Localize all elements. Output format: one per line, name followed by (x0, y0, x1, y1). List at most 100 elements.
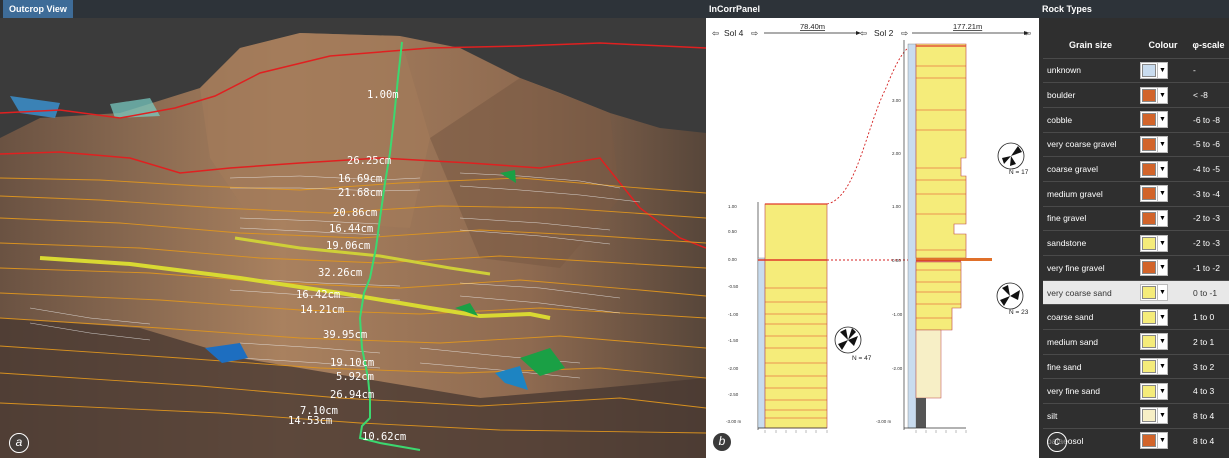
measurement-label: 5.92cm (336, 371, 374, 383)
stratigraphic-log-sol2[interactable]: 3.00 2.00 1.00 0.00 -1.00 -2.00 -3.00 m (876, 40, 1029, 433)
correlation-canvas[interactable]: ⇦ Sol 4 ⇨ ⇦ Sol 2 ⇨ ⇦ 78.40m 177.21m 1.0… (706, 18, 1039, 458)
chevron-down-icon[interactable]: ▼ (1157, 87, 1167, 103)
colour-picker[interactable]: ▼ (1140, 308, 1168, 326)
chevron-down-icon[interactable]: ▼ (1157, 161, 1167, 177)
chevron-down-icon[interactable]: ▼ (1157, 433, 1167, 449)
phi-scale-value: 1 to 0 (1188, 304, 1229, 330)
colour-picker[interactable]: ▼ (1140, 111, 1168, 129)
colour-picker[interactable]: ▼ (1140, 160, 1168, 178)
rock-type-row[interactable]: cobble ▼ -6 to -8 (1043, 106, 1229, 133)
colour-picker[interactable]: ▼ (1140, 234, 1168, 252)
colour-picker[interactable]: ▼ (1140, 259, 1168, 277)
outcrop-3d-viewport[interactable]: 1.00m 26.25cm 16.69cm 21.68cm 20.86cm 16… (0, 18, 706, 458)
chevron-down-icon[interactable]: ▼ (1157, 383, 1167, 399)
phi-scale-value: -3 to -4 (1188, 180, 1229, 207)
colour-swatch[interactable] (1142, 187, 1156, 201)
tick-label: -3.00 m (726, 419, 742, 424)
colour-picker[interactable]: ▼ (1140, 135, 1168, 153)
colour-swatch[interactable] (1142, 113, 1156, 127)
colour-picker[interactable]: ▼ (1140, 185, 1168, 203)
chevron-down-icon[interactable]: ▼ (1157, 62, 1167, 78)
chevron-down-icon[interactable]: ▼ (1157, 408, 1167, 424)
colour-picker[interactable]: ▼ (1140, 284, 1168, 302)
arrow-right-icon[interactable]: ⇨ (901, 28, 909, 38)
colour-picker[interactable]: ▼ (1140, 358, 1168, 376)
colour-swatch[interactable] (1142, 261, 1156, 275)
chevron-down-icon[interactable]: ▼ (1157, 136, 1167, 152)
rock-type-row[interactable]: palaeosol▼8 to 4 (1043, 427, 1229, 453)
colour-swatch[interactable] (1142, 63, 1156, 77)
rock-type-name: very coarse sand (1043, 279, 1138, 305)
chevron-down-icon[interactable]: ▼ (1157, 359, 1167, 375)
colour-swatch[interactable] (1142, 137, 1156, 151)
outcrop-view-tab[interactable]: Outcrop View (3, 0, 73, 18)
colour-swatch[interactable] (1142, 236, 1156, 250)
measurement-label: 20.86cm (333, 207, 377, 219)
log-measurement-path[interactable] (358, 41, 421, 451)
tick-label: -2.50 (728, 392, 739, 397)
chevron-down-icon[interactable]: ▼ (1157, 309, 1167, 325)
colour-picker[interactable]: ▼ (1140, 407, 1168, 425)
chevron-down-icon[interactable]: ▼ (1157, 285, 1167, 301)
colour-picker[interactable]: ▼ (1140, 86, 1168, 104)
chevron-down-icon[interactable]: ▼ (1157, 334, 1167, 350)
tick-label: 0.50 (728, 229, 737, 234)
measurement-label: 16.44cm (329, 223, 373, 235)
tick-label: -0.50 (728, 284, 739, 289)
colour-picker[interactable]: ▼ (1140, 209, 1168, 227)
highlighted-bedding-surface[interactable] (39, 256, 551, 320)
colour-swatch[interactable] (1142, 409, 1156, 423)
rock-type-row[interactable]: coarse sand ▼ 1 to 0 (1043, 304, 1229, 330)
rock-type-row[interactable]: very coarse gravel ▼ -5 to -6 (1043, 131, 1229, 157)
correlation-panel[interactable]: InCorrPanel ⇦ Sol 4 ⇨ ⇦ Sol 2 ⇨ ⇦ 78.40m… (706, 0, 1039, 458)
chevron-down-icon[interactable]: ▼ (1157, 210, 1167, 226)
rock-type-row[interactable]: unknown ▼ - (1043, 57, 1229, 83)
rock-type-row[interactable]: boulder ▼ < -8 (1043, 82, 1229, 108)
rock-type-row[interactable]: fine gravel ▼ -2 to -3 (1043, 205, 1229, 231)
chevron-down-icon[interactable]: ▼ (1157, 260, 1167, 276)
colour-cell: ▼ (1138, 255, 1188, 281)
rock-types-title: Rock Types (1039, 0, 1229, 18)
colour-swatch[interactable] (1142, 88, 1156, 102)
phi-scale-value: 8 to 4 (1188, 403, 1229, 429)
rock-type-name: coarse gravel (1043, 156, 1138, 182)
chevron-down-icon[interactable]: ▼ (1157, 186, 1167, 202)
colour-swatch[interactable] (1142, 434, 1156, 448)
arrow-left-icon[interactable]: ⇦ (860, 28, 868, 38)
rock-type-row[interactable]: very coarse sand ▼ 0 to -1 (1043, 279, 1229, 305)
colour-swatch[interactable] (1142, 360, 1156, 374)
measurement-label: 16.69cm (338, 173, 382, 185)
header-grain-size: Grain size (1068, 39, 1113, 50)
tick-label: 1.00 (728, 204, 737, 209)
rock-type-row[interactable]: medium sand ▼ 2 to 1 (1043, 329, 1229, 355)
colour-picker[interactable]: ▼ (1140, 382, 1168, 400)
outcrop-view-panel[interactable]: Outcrop View (0, 0, 706, 458)
colour-swatch[interactable] (1142, 384, 1156, 398)
colour-picker[interactable]: ▼ (1140, 61, 1168, 79)
tick-label: -3.00 m (876, 419, 892, 424)
colour-swatch[interactable] (1142, 211, 1156, 225)
rock-types-panel[interactable]: Rock Types Grain size Colour φ-scale unk… (1039, 0, 1229, 458)
colour-cell: ▼ (1138, 156, 1188, 182)
colour-picker[interactable]: ▼ (1140, 432, 1168, 450)
chevron-down-icon[interactable]: ▼ (1157, 235, 1167, 251)
colour-swatch[interactable] (1142, 286, 1156, 300)
tick-label: 1.00 (892, 204, 901, 209)
arrow-left-icon[interactable]: ⇦ (712, 28, 720, 38)
stratigraphic-log-sol4[interactable]: 1.00 0.50 0.00 -0.50 -1.00 -1.50 -2.00 -… (726, 202, 872, 433)
colour-picker[interactable]: ▼ (1140, 333, 1168, 351)
rock-type-row[interactable]: fine sand ▼ 3 to 2 (1043, 353, 1229, 379)
colour-cell: ▼ (1138, 82, 1188, 108)
rock-type-row[interactable]: medium gravel ▼ -3 to -4 (1043, 180, 1229, 207)
rock-type-row[interactable]: sandstone ▼ -2 to -3 (1043, 230, 1229, 256)
rock-type-row[interactable]: silt ▼ 8 to 4 (1043, 403, 1229, 429)
rock-type-row[interactable]: coarse gravel ▼ -4 to -5 (1043, 156, 1229, 182)
rock-type-row[interactable]: very fine gravel ▼ -1 to -2 (1043, 255, 1229, 281)
chevron-down-icon[interactable]: ▼ (1157, 112, 1167, 128)
colour-cell: ▼ (1138, 427, 1188, 453)
colour-swatch[interactable] (1142, 162, 1156, 176)
colour-swatch[interactable] (1142, 310, 1156, 324)
colour-swatch[interactable] (1142, 335, 1156, 349)
arrow-right-icon[interactable]: ⇨ (751, 28, 759, 38)
rock-type-row[interactable]: very fine sand ▼ 4 to 3 (1043, 378, 1229, 404)
